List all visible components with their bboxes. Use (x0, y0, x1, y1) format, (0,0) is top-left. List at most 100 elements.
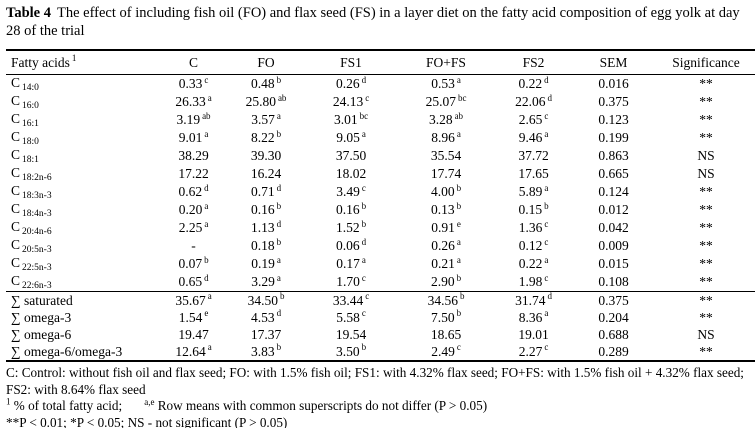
value-cell: 3.29 a (251, 272, 281, 289)
sem-cell: 0.289 (598, 343, 629, 359)
fatty-acid-label: C 18:4n-3 (11, 201, 52, 219)
table-row: C 16:1 3.19 ab 3.57 a 3.01 bc 3.28 ab 2.65 c 0.123 ** (6, 111, 755, 129)
value-cell: 17.65 (518, 166, 549, 181)
value-cell: 4.53 d (250, 308, 282, 325)
table-row: C 18:0 9.01 a 8.22 b 9.05 a 8.96 a 9.46 a 0.199 ** (6, 129, 755, 147)
value-cell: 0.65 d (178, 272, 209, 289)
value-cell: 25.07 bc (425, 92, 467, 109)
value-cell: 0.22 a (518, 254, 549, 271)
table-row: C 22:5n-3 0.07 b 0.19 a 0.17 a 0.21 a 0.22 a 0.015 ** (6, 255, 755, 273)
footnote-sup-1: 1 (6, 396, 11, 407)
value-cell: 3.50 b (335, 342, 367, 359)
table-row: C 22:6n-3 0.65 d 3.29 a 1.70 c 2.90 b 1.98 c 0.108 ** (6, 273, 755, 292)
value-cell: 0.53 a (431, 74, 461, 91)
value-cell: 37.50 (335, 148, 367, 163)
value-cell: 2.90 b (430, 272, 462, 289)
value-cell: 16.24 (250, 166, 282, 181)
sem-cell: 0.108 (598, 274, 629, 289)
fatty-acid-label: C 20:4n-6 (11, 219, 52, 237)
value-cell: 1.36 c (518, 218, 549, 235)
footnote-superscripts: 1 % of total fatty acid; a,e Row means wi… (6, 396, 747, 415)
header-row: Fatty acids 1 C FO FS1 FO+FS FS2 SEM Sign… (6, 50, 755, 75)
table-row: C 20:5n-3 - 0.18 b 0.06 d 0.26 a 0.12 c 0.009 ** (6, 237, 755, 255)
value-cell: 8.22 b (250, 128, 282, 145)
footnote-treatments: C: Control: without fish oil and flax se… (6, 365, 744, 397)
value-cell: 2.25 a (178, 218, 209, 235)
value-cell: 0.22 d (518, 74, 549, 91)
value-cell: 0.18 b (250, 236, 282, 253)
sem-cell: 0.375 (598, 94, 629, 109)
fatty-acid-label: ∑ omega-3 (11, 309, 72, 325)
value-cell: 12.64 a (175, 342, 212, 359)
value-cell: 9.01 a (178, 128, 209, 145)
significance-cell: ** (699, 256, 713, 271)
sem-cell: 0.688 (598, 326, 629, 342)
table-row: C 14:0 0.33 c 0.48 b 0.26 d 0.53 a 0.22 d 0.016 ** (6, 74, 755, 93)
value-cell: 34.56 b (401, 291, 491, 309)
value-cell: 0.16 b (335, 200, 367, 217)
value-cell: 19.01 (518, 326, 549, 342)
fatty-acid-label: ∑ omega-6 (11, 326, 72, 342)
value-cell: 4.00 b (430, 182, 462, 199)
col-fs2: FS2 (491, 50, 576, 75)
significance-cell: ** (699, 112, 713, 127)
table-row: C 18:4n-3 0.20 a 0.16 b 0.16 b 0.13 b 0.15 b 0.012 ** (6, 201, 755, 219)
fatty-acid-label: C 20:5n-3 (11, 237, 52, 255)
value-cell: 39.30 (250, 148, 282, 163)
col-fatty-acids: Fatty acids 1 (6, 50, 156, 75)
significance-cell: ** (699, 94, 713, 109)
significance-cell: NS (697, 148, 715, 163)
footnote-sup-ae: a,e (144, 396, 155, 407)
col-significance: Significance (651, 50, 755, 75)
value-cell: 1.54 e (178, 308, 209, 325)
significance-cell: ** (699, 274, 713, 289)
sem-cell: 0.124 (598, 184, 629, 199)
significance-cell: ** (699, 343, 713, 359)
sem-cell: 0.015 (598, 256, 629, 271)
table-row: ∑ saturated 35.67 a 34.50 b 33.44 c 34.56 b 31.74… (6, 291, 755, 309)
value-cell: 1.13 d (250, 218, 282, 235)
value-cell: 35.54 (430, 148, 462, 163)
table-row: C 20:4n-6 2.25 a 1.13 d 1.52 b 0.91 e 1.36 c 0.042 ** (6, 219, 755, 237)
value-cell: 19.54 (335, 326, 367, 342)
footnote-percent-text: % of total fatty acid; (10, 398, 123, 413)
fatty-acid-label: C 16:1 (11, 111, 39, 129)
significance-cell: ** (699, 202, 713, 217)
value-cell: 0.12 c (518, 236, 549, 253)
significance-cell: ** (699, 220, 713, 235)
header-superscript: 1 (71, 53, 77, 63)
table-row: C 18:3n-3 0.62 d 0.71 d 3.49 c 4.00 b 5.89 a 0.124 ** (6, 183, 755, 201)
fatty-acid-label: C 16:0 (11, 93, 39, 111)
sem-cell: 0.665 (598, 166, 629, 181)
value-cell: 26.33 a (175, 92, 212, 109)
footnote-rowmeans-text: Row means with common superscripts do no… (154, 398, 488, 413)
value-cell: 0.91 e (431, 218, 461, 235)
col-c: C (156, 50, 231, 75)
value-cell: 33.44 c (301, 291, 401, 309)
value-cell: 0.16 b (250, 200, 282, 217)
significance-cell: ** (651, 291, 755, 309)
value-cell: 0.26 a (431, 236, 461, 253)
value-cell: 0.07 b (178, 254, 209, 271)
value-cell: 17.74 (430, 166, 462, 181)
value-cell: 34.50 b (231, 291, 301, 309)
fatty-acid-label: C 22:5n-3 (11, 255, 52, 273)
value-cell: 0.48 b (250, 74, 282, 91)
value-cell: 0.20 a (178, 200, 209, 217)
sem-cell: 0.123 (598, 112, 629, 127)
fatty-acid-label: C 22:6n-3 (11, 273, 52, 291)
value-cell: 38.29 (178, 148, 209, 163)
sem-cell: 0.863 (598, 148, 629, 163)
fatty-acid-label: C 18:2n-6 (11, 165, 52, 183)
value-cell: 24.13 c (332, 92, 370, 109)
fatty-acid-rows: C 14:0 0.33 c 0.48 b 0.26 d 0.53 a 0.22 d 0.016 ** C 16… (6, 75, 755, 292)
value-cell: 3.28 ab (428, 110, 464, 127)
fatty-acid-label: ∑ saturated (6, 291, 156, 309)
table-row: C 18:2n-6 17.22 16.24 18.02 17.74 17.65 0.665 NS (6, 165, 755, 183)
value-cell: 0.21 a (431, 254, 461, 271)
col-sem: SEM (576, 50, 651, 75)
fatty-acid-label: C 18:3n-3 (11, 183, 52, 201)
table-row: C 18:1 38.29 39.30 37.50 35.54 37.72 0.863 NS (6, 147, 755, 165)
value-cell: 3.83 b (250, 342, 282, 359)
value-cell: 19.47 (178, 326, 209, 342)
